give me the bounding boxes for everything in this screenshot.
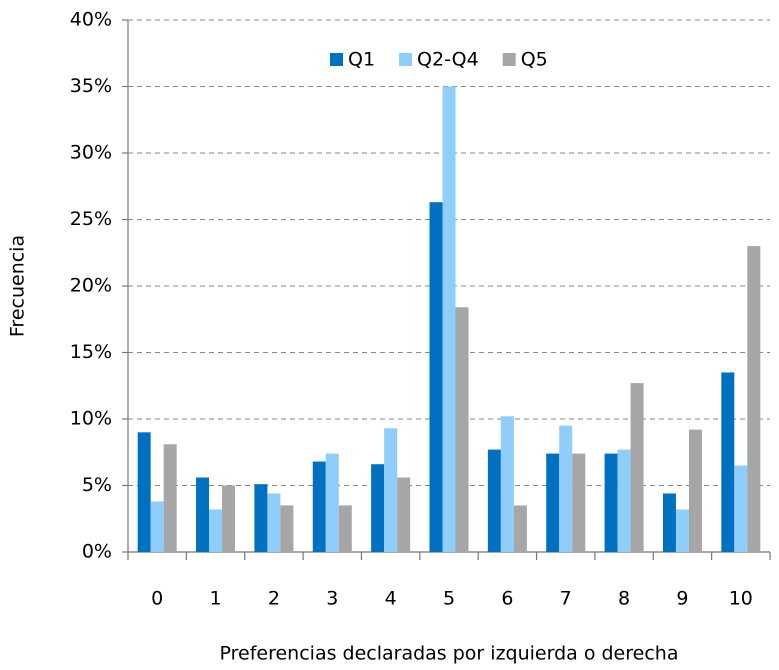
bar <box>254 484 268 552</box>
bar <box>604 453 618 552</box>
y-tick-label: 0% <box>82 541 112 563</box>
bar <box>455 307 469 552</box>
bar <box>500 416 514 552</box>
bar <box>312 461 326 552</box>
legend-swatch <box>399 53 413 66</box>
bar <box>688 429 702 552</box>
bar <box>747 246 761 552</box>
legend-label: Q2-Q4 <box>417 49 479 71</box>
x-tick-label: 9 <box>676 588 688 610</box>
bar <box>675 509 689 552</box>
x-axis-label: Preferencias declaradas por izquierda o … <box>220 643 679 665</box>
bar <box>384 428 398 552</box>
y-axis-label: Frecuencia <box>7 235 29 337</box>
bar <box>487 449 501 552</box>
bar <box>163 444 177 552</box>
y-tick-label: 5% <box>82 474 112 496</box>
legend-label: Q5 <box>521 49 548 71</box>
bar <box>338 505 352 552</box>
x-tick-label: 0 <box>151 588 163 610</box>
bar <box>734 465 748 552</box>
x-tick-label: 1 <box>209 588 221 610</box>
bar <box>559 425 573 552</box>
x-tick-label: 10 <box>729 588 753 610</box>
x-tick-label: 4 <box>385 588 397 610</box>
bar <box>572 453 586 552</box>
bar <box>222 485 236 552</box>
x-tick-label: 7 <box>560 588 572 610</box>
bar <box>137 432 151 552</box>
legend-label: Q1 <box>348 49 375 71</box>
bar <box>325 453 339 552</box>
bar <box>209 509 223 552</box>
bar <box>429 202 443 552</box>
bar <box>442 86 456 552</box>
bar <box>721 372 735 552</box>
y-tick-label: 20% <box>70 275 112 297</box>
bar <box>513 505 527 552</box>
y-tick-label: 15% <box>70 341 112 363</box>
bar <box>280 505 294 552</box>
x-tick-label: 6 <box>501 588 513 610</box>
legend-swatch <box>330 53 343 66</box>
bar <box>150 501 164 552</box>
y-tick-label: 25% <box>70 208 112 230</box>
x-tick-label: 2 <box>268 588 280 610</box>
x-tick-label: 8 <box>618 588 630 610</box>
bar <box>371 464 385 552</box>
bar <box>546 453 560 552</box>
y-tick-label: 35% <box>70 75 112 97</box>
bar <box>617 449 631 552</box>
bar <box>397 477 411 552</box>
bar <box>662 493 676 552</box>
y-tick-label: 10% <box>70 408 112 430</box>
bar <box>196 477 210 552</box>
legend-swatch <box>502 53 516 66</box>
bar <box>267 493 281 552</box>
y-tick-label: 30% <box>70 142 112 164</box>
x-tick-label: 5 <box>443 588 455 610</box>
bar <box>630 383 644 552</box>
x-tick-label: 3 <box>326 588 338 610</box>
y-tick-label: 40% <box>70 9 112 31</box>
